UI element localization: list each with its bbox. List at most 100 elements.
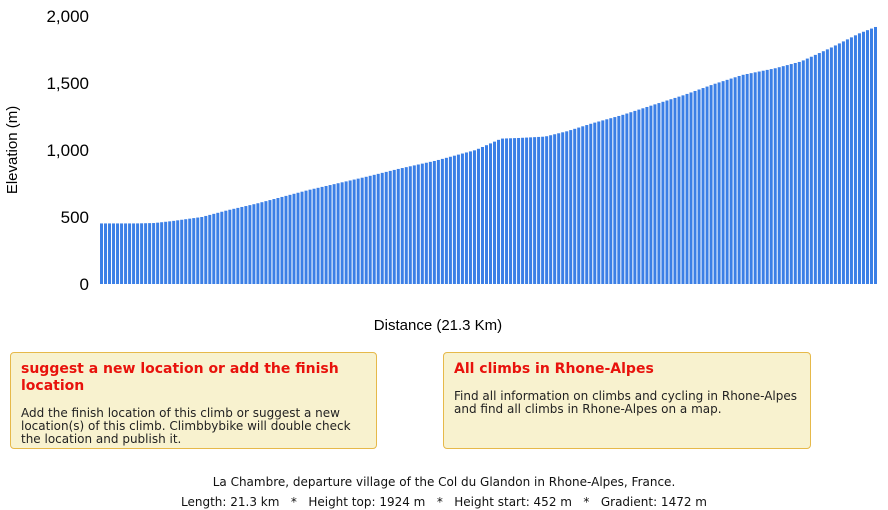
elevation-bar: [444, 157, 448, 284]
elevation-bar: [132, 223, 136, 284]
elevation-bar: [705, 86, 709, 284]
all-climbs-title[interactable]: All climbs in Rhone-Alpes: [454, 361, 654, 377]
elevation-bar: [857, 33, 861, 284]
elevation-bar: [629, 112, 633, 285]
elevation-bar: [641, 108, 645, 284]
elevation-bar: [460, 153, 464, 284]
elevation-bar: [605, 119, 609, 284]
elevation-bar: [753, 72, 757, 284]
elevation-bar: [561, 132, 565, 284]
elevation-bar: [853, 35, 857, 284]
elevation-bar: [236, 207, 240, 284]
y-tick-label: 2,000: [46, 7, 89, 26]
elevation-bar: [336, 183, 340, 284]
elevation-bar: [865, 30, 869, 284]
elevation-bar: [709, 85, 713, 284]
elevation-bar: [468, 151, 472, 284]
elevation-bar: [172, 220, 176, 284]
elevation-bar: [593, 122, 597, 284]
elevation-bar: [116, 223, 120, 284]
elevation-bar: [553, 134, 557, 284]
elevation-bar: [228, 209, 232, 284]
elevation-bar: [873, 26, 877, 284]
elevation-bar: [372, 174, 376, 284]
elevation-bar: [284, 195, 288, 284]
elevation-bar: [420, 163, 424, 284]
elevation-bar: [521, 137, 525, 284]
elevation-bar: [801, 60, 805, 284]
elevation-bar: [517, 137, 521, 284]
elevation-bar: [168, 221, 172, 284]
elevation-bar: [196, 217, 200, 284]
elevation-bar: [364, 176, 368, 284]
elevation-bar: [501, 138, 505, 284]
elevation-bar: [757, 71, 761, 284]
elevation-bar: [320, 186, 324, 284]
elevation-bar: [484, 145, 488, 284]
elevation-bar: [208, 214, 212, 284]
y-tick-label: 0: [80, 275, 89, 294]
elevation-bar: [737, 75, 741, 285]
elevation-bar: [609, 118, 613, 284]
elevation-bar: [428, 161, 432, 284]
elevation-bar: [296, 192, 300, 284]
elevation-bar: [472, 150, 476, 284]
elevation-bar: [108, 223, 112, 284]
elevation-bar: [412, 165, 416, 284]
elevation-bar: [829, 47, 833, 284]
elevation-bar: [164, 221, 168, 284]
elevation-bar: [637, 109, 641, 284]
elevation-bar: [360, 177, 364, 284]
elevation-bar: [388, 170, 392, 284]
elevation-bar: [529, 137, 533, 284]
elevation-bar: [216, 212, 220, 284]
elevation-bar: [452, 155, 456, 284]
y-tick-label: 1,000: [46, 141, 89, 160]
elevation-bar: [160, 222, 164, 284]
elevation-bar: [308, 189, 312, 284]
elevation-bar: [781, 66, 785, 284]
all-climbs-box[interactable]: All climbs in Rhone-Alpes Find all infor…: [443, 352, 811, 449]
elevation-bar: [312, 188, 316, 284]
suggest-location-title[interactable]: suggest a new location or add the finish…: [21, 361, 339, 394]
elevation-bar: [356, 178, 360, 284]
elevation-bar: [537, 136, 541, 284]
elevation-bar: [256, 203, 260, 284]
elevation-bar: [104, 223, 108, 284]
elevation-bar: [633, 110, 637, 285]
y-axis-title: Elevation (m): [4, 106, 21, 194]
elevation-bar: [396, 168, 400, 284]
elevation-bar: [300, 191, 304, 284]
elevation-bar: [184, 219, 188, 284]
elevation-bar: [384, 171, 388, 284]
suggest-location-box[interactable]: suggest a new location or add the finish…: [10, 352, 377, 449]
elevation-bar: [833, 45, 837, 285]
elevation-bar: [392, 169, 396, 284]
elevation-bar: [352, 179, 356, 284]
elevation-bar: [368, 175, 372, 284]
elevation-bar: [489, 143, 493, 284]
x-axis-title: Distance (21.3 Km): [374, 317, 502, 334]
elevation-bar: [100, 223, 104, 284]
y-tick-label: 1,500: [46, 74, 89, 93]
elevation-bar: [408, 166, 412, 284]
y-tick-label: 500: [61, 208, 89, 227]
elevation-bar: [797, 61, 801, 285]
elevation-bar: [625, 113, 629, 285]
elevation-bar: [669, 99, 673, 284]
elevation-bar: [152, 223, 156, 284]
elevation-chart: 0 500 1,000 1,500 2,000 Elevation (m) Distan…: [4, 7, 877, 334]
elevation-bar: [525, 137, 529, 284]
elevation-bar: [793, 63, 797, 284]
elevation-bar: [645, 106, 649, 284]
elevation-bar: [573, 128, 577, 284]
elevation-bar: [665, 100, 669, 284]
elevation-bar: [685, 93, 689, 284]
elevation-bar: [701, 88, 705, 284]
elevation-bar: [837, 43, 841, 285]
elevation-bar: [220, 211, 224, 284]
elevation-bar: [224, 210, 228, 284]
y-axis-ticks: 0 500 1,000 1,500 2,000: [46, 7, 89, 294]
elevation-bar: [817, 53, 821, 284]
elevation-bar: [745, 73, 749, 284]
